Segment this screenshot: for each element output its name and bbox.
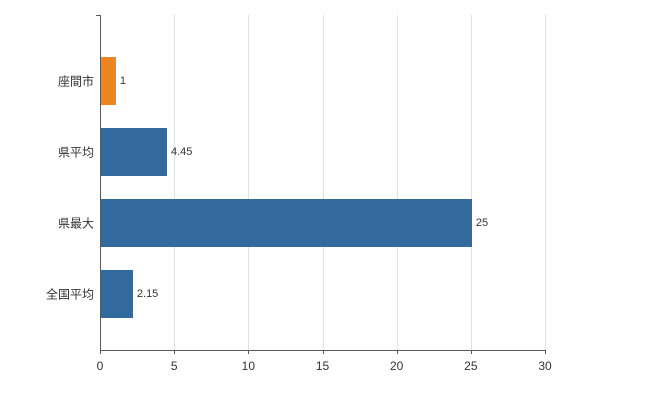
bar-2 (101, 127, 167, 176)
gridline (174, 15, 176, 350)
x-axis-tick-label: 25 (464, 359, 478, 373)
bar-4 (101, 270, 133, 319)
x-axis-tick (100, 350, 101, 354)
x-axis-tick-label: 5 (170, 359, 178, 373)
value-label: 25 (475, 217, 489, 230)
bar-3 (101, 199, 472, 248)
gridline (396, 15, 398, 350)
y-axis-top-tick (96, 15, 100, 16)
x-axis-tick-label: 10 (241, 359, 256, 373)
value-label: 2.15 (136, 288, 159, 301)
y-axis-line (100, 15, 101, 350)
gridline (545, 15, 546, 350)
x-axis-tick-label: 0 (96, 359, 104, 373)
value-label: 4.45 (171, 145, 193, 158)
x-axis-line (100, 350, 546, 351)
x-axis-tick (174, 350, 176, 354)
category-label: 県最大 (57, 216, 94, 231)
gridline (322, 15, 324, 350)
gridline (248, 15, 250, 350)
category-label: 県平均 (57, 145, 94, 160)
x-axis-tick-label: 15 (315, 359, 330, 373)
x-axis-tick (396, 350, 398, 354)
x-axis-tick (470, 350, 472, 354)
category-label: 座間市 (57, 74, 94, 89)
bar-1 (101, 56, 116, 105)
x-axis-tick (322, 350, 324, 354)
x-axis-tick-label: 30 (538, 359, 552, 373)
category-label: 全国平均 (45, 287, 94, 302)
x-axis-tick (545, 350, 546, 354)
value-label: 1 (119, 74, 126, 87)
x-axis-tick-label: 20 (389, 359, 404, 373)
x-axis-tick (248, 350, 250, 354)
gridline (470, 15, 472, 350)
